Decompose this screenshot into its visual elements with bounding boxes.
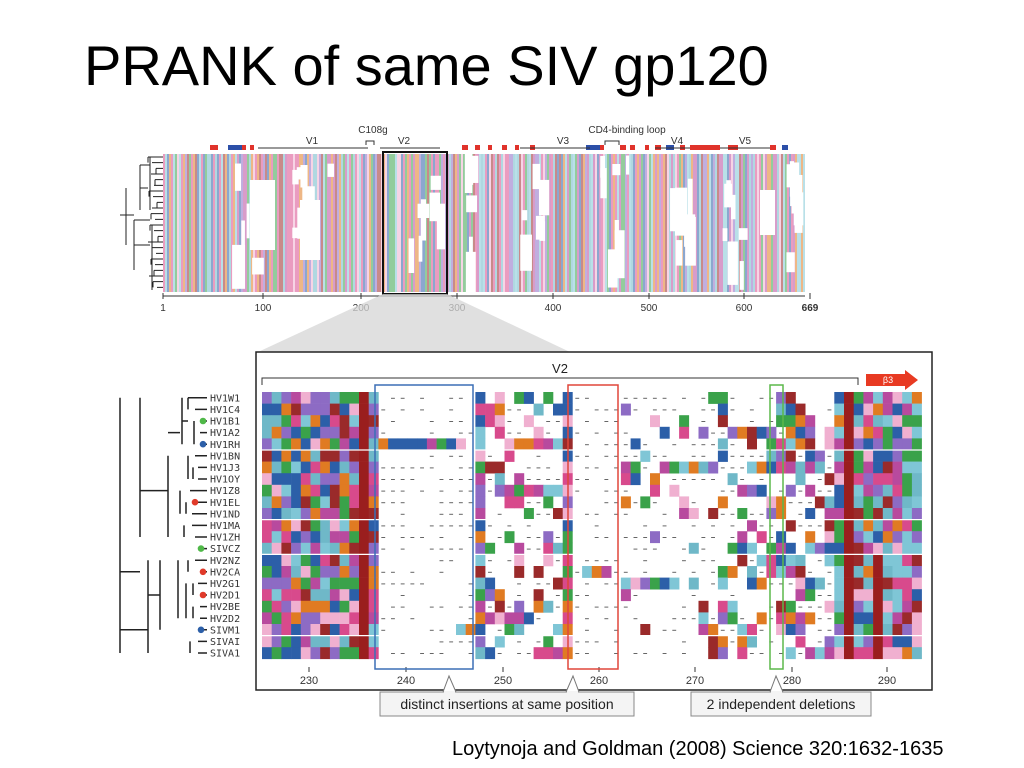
region-label: CD4-binding loop (588, 125, 666, 136)
overview-tick-label: 669 (802, 303, 819, 314)
detail-tick-label: 270 (686, 675, 704, 687)
sequence-name: HV2BE (210, 602, 240, 613)
callout-insertions: distinct insertions at same position (379, 674, 635, 717)
callout-deletions: 2 independent deletions (690, 674, 872, 717)
detail-header: V2 β3 (261, 361, 918, 390)
region-label: V3 (557, 136, 570, 147)
region-label: V4 (671, 136, 684, 147)
sequence-name: SIVA1 (210, 649, 240, 660)
tree-node-marker (197, 626, 205, 634)
tree-node-marker (199, 417, 207, 425)
sequence-name: HV1EL (210, 498, 240, 509)
sequence-name: HV2D2 (210, 614, 240, 625)
sequence-name: HV2CA (210, 567, 240, 578)
sequence-name: HV2G1 (210, 579, 240, 590)
sequence-name: HV1ND (210, 509, 240, 520)
overview-tick-label: 600 (736, 303, 753, 314)
detail-tick-label: 230 (300, 675, 318, 687)
sequence-name: HV1J3 (210, 463, 240, 474)
overview-tick-label: 500 (641, 303, 658, 314)
beta-strand-label: β3 (883, 375, 893, 385)
callout-deletions-text: 2 independent deletions (707, 696, 856, 712)
detail-sequence-names: HV1W1HV1C4HV1B1HV1A2HV1RHHV1BNHV1J3HV1OY… (210, 393, 240, 659)
citation: Loytynoja and Goldman (2008) Science 320… (452, 738, 944, 760)
insertion-highlight-blue (374, 384, 474, 670)
sequence-name: HV1A2 (210, 428, 240, 439)
tree-node-marker (199, 568, 207, 576)
detail-alignment (262, 392, 930, 660)
sequence-name: HV1BN (210, 451, 240, 462)
overview-tick-label: 1 (160, 303, 166, 314)
detail-region-label: V2 (552, 361, 568, 376)
tree-node-marker (191, 498, 199, 506)
tree-node-marker (197, 545, 205, 552)
overview-tick-label: 400 (545, 303, 562, 314)
sequence-name: HV2NZ (210, 556, 240, 567)
sequence-name: HV1W1 (210, 393, 240, 404)
sequence-name: SIVM1 (210, 625, 240, 636)
callout-insertions-text: distinct insertions at same position (400, 696, 613, 712)
sequence-name: HV1OY (210, 475, 240, 486)
overview-tree (120, 156, 163, 290)
detail-tree (119, 397, 207, 654)
overview-annotations: V1 C108g V2 V3 CD4-binding loop V4 V5 (210, 125, 788, 150)
insertion-highlight-red (567, 384, 619, 670)
sequence-name: HV1MA (210, 521, 240, 532)
beta-strand-arrow (866, 370, 918, 390)
sequence-name: HV1ZH (210, 533, 240, 544)
region-label: V2 (398, 136, 411, 147)
detail-tick-label: 240 (397, 675, 415, 687)
deletion-highlight-green (769, 384, 784, 670)
sequence-name: HV1C4 (210, 405, 240, 416)
detail-tick-label: 290 (878, 675, 896, 687)
tree-node-marker (199, 440, 207, 448)
region-label: C108g (358, 125, 387, 136)
region-label: V1 (306, 136, 319, 147)
zoom-connector (258, 294, 570, 352)
overview-axis: 1100200300400500600669 (160, 293, 819, 314)
sequence-name: HV1Z8 (210, 486, 240, 497)
slide-title: PRANK of same SIV gp120 (84, 34, 769, 97)
sequence-name: SIVCZ (210, 544, 240, 555)
sequence-name: SIVAI (210, 637, 240, 648)
detail-tick-label: 250 (494, 675, 512, 687)
detail-tick-label: 260 (590, 675, 608, 687)
detail-axis: 230 240 250 260 270 280 290 (300, 667, 896, 687)
sequence-name: HV1B1 (210, 417, 240, 428)
overview-alignment (163, 154, 805, 297)
detail-tick-label: 280 (783, 675, 801, 687)
sequence-name: HV2D1 (210, 591, 240, 602)
overview-tick-label: 100 (255, 303, 272, 314)
region-label: V5 (739, 136, 752, 147)
tree-node-marker (199, 591, 207, 599)
sequence-name: HV1RH (210, 440, 240, 451)
